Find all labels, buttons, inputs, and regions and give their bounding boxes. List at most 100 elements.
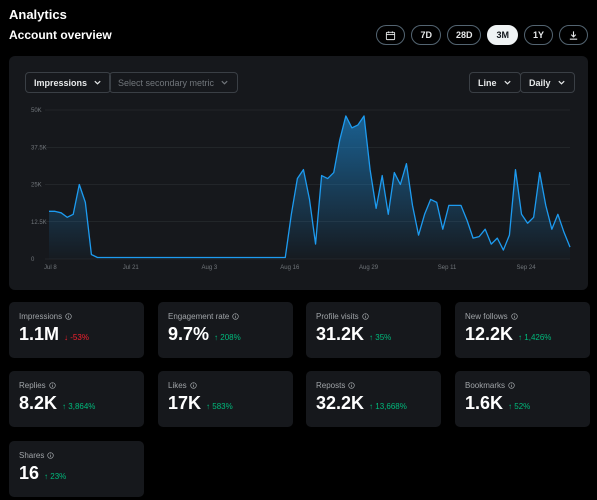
arrow-up-icon: ↑ (518, 333, 523, 342)
primary-metric-label: Impressions (34, 77, 88, 88)
range-3m-button[interactable]: 3M (487, 25, 518, 45)
metric-value: 16 (19, 463, 40, 483)
info-icon[interactable] (348, 382, 356, 389)
info-icon[interactable] (65, 313, 72, 320)
metric-card-likes[interactable]: Likes 17K ↑ 583% (158, 371, 293, 427)
interval-label: Daily (529, 77, 551, 88)
metric-label: Bookmarks (465, 381, 580, 390)
metric-change: ↑ 13,668% (369, 402, 407, 411)
arrow-up-icon: ↑ (369, 402, 374, 411)
metric-label: Profile visits (316, 312, 431, 321)
secondary-metric-select[interactable]: Select secondary metric (109, 72, 239, 93)
series-line[interactable] (49, 115, 571, 259)
metric-label-text: Replies (19, 381, 46, 390)
chevron-down-icon (221, 80, 228, 85)
metric-label: Reposts (316, 381, 431, 390)
range-1y-button[interactable]: 1Y (523, 25, 553, 45)
metric-change: ↓ -53% (64, 333, 89, 342)
y-tick-label: 12.5K (31, 220, 47, 226)
x-tick-label: Jul 21 (123, 265, 140, 271)
metric-value: 9.7% (168, 324, 210, 344)
x-tick-label: Sep 11 (438, 265, 457, 271)
secondary-metric-label: Select secondary metric (118, 77, 215, 88)
y-tick-label: 37.5K (31, 145, 47, 151)
metric-label: Shares (19, 451, 134, 460)
metric-card-bookmarks[interactable]: Bookmarks 1.6K ↑ 52% (455, 371, 590, 427)
metric-label-text: Shares (19, 451, 45, 460)
interval-select[interactable]: Daily (520, 72, 575, 93)
metric-change: ↑ 583% (206, 402, 233, 411)
metric-value: 12.2K (465, 324, 514, 344)
chart-type-label: Line (478, 77, 497, 88)
metric-card-impressions[interactable]: Impressions 1.1M ↓ -53% (9, 302, 144, 358)
info-icon[interactable] (508, 382, 515, 389)
metric-value: 8.2K (19, 393, 58, 413)
info-icon[interactable] (232, 313, 240, 320)
metric-card-shares[interactable]: Shares 16 ↑ 23% (9, 441, 144, 497)
metric-change-value: 13,668% (375, 402, 407, 411)
section-title: Account overview (9, 28, 112, 42)
info-icon[interactable] (190, 382, 197, 389)
metric-change-value: 3,864% (68, 402, 96, 411)
x-tick-label: Aug 29 (359, 265, 379, 271)
metric-change-value: 583% (212, 402, 233, 411)
metric-value: 1.1M (19, 324, 60, 344)
arrow-up-icon: ↑ (369, 333, 374, 342)
page-title: Analytics (9, 7, 67, 22)
primary-metric-select[interactable]: Impressions (25, 72, 112, 93)
metric-value: 31.2K (316, 324, 365, 344)
metric-label-text: New follows (465, 312, 508, 321)
series-area (49, 115, 570, 260)
metric-label-text: Profile visits (316, 312, 359, 321)
info-icon[interactable] (49, 382, 56, 389)
x-tick-label: Aug 3 (202, 265, 218, 271)
metric-change-value: 1,426% (524, 333, 552, 342)
calendar-icon (386, 30, 396, 40)
chart-card: Impressions Select secondary metric Line… (9, 56, 588, 290)
metric-change-value: 35% (375, 333, 392, 342)
metric-card-engagement-rate[interactable]: Engagement rate 9.7% ↑ 208% (158, 302, 293, 358)
info-icon[interactable] (362, 313, 369, 320)
metric-change-value: 23% (50, 472, 67, 481)
x-tick-label: Jul 8 (44, 265, 57, 271)
chevron-down-icon (503, 80, 511, 85)
arrow-up-icon: ↑ (206, 402, 211, 411)
metric-change-value: 52% (514, 402, 531, 411)
metric-card-profile-visits[interactable]: Profile visits 31.2K ↑ 35% (306, 302, 441, 358)
download-button[interactable] (559, 25, 588, 45)
chevron-down-icon (94, 80, 101, 85)
metric-change: ↑ 52% (508, 402, 530, 411)
x-tick-label: Sep 24 (517, 265, 537, 271)
metric-card-reposts[interactable]: Reposts 32.2K ↑ 13,668% (306, 371, 441, 427)
arrow-up-icon: ↑ (508, 402, 513, 411)
metric-card-replies[interactable]: Replies 8.2K ↑ 3,864% (9, 371, 144, 427)
metric-label-text: Engagement rate (168, 312, 230, 321)
metric-change-value: -53% (70, 333, 89, 342)
metric-label-text: Reposts (316, 381, 346, 390)
range-7d-button[interactable]: 7D (411, 25, 441, 45)
y-tick-label: 50K (31, 108, 42, 114)
range-28d-button[interactable]: 28D (446, 25, 482, 45)
metric-label-text: Bookmarks (465, 381, 506, 390)
metric-label: Replies (19, 381, 134, 390)
metric-label-text: Likes (168, 381, 187, 390)
info-icon[interactable] (47, 452, 55, 459)
metric-value: 17K (168, 393, 202, 413)
arrow-up-icon: ↑ (214, 333, 219, 342)
metric-change: ↑ 208% (214, 333, 241, 342)
info-icon[interactable] (511, 313, 518, 320)
impressions-chart[interactable]: 0 12.5K 25K 37.5K 50K Jul 8 Jul 21 Aug 3 Aug 16 A… (9, 56, 588, 290)
download-icon (569, 30, 578, 40)
calendar-button[interactable] (376, 25, 406, 45)
metric-value: 32.2K (316, 393, 365, 413)
metric-change: ↑ 3,864% (62, 402, 95, 411)
metric-change: ↑ 35% (369, 333, 391, 342)
metric-card-new-follows[interactable]: New follows 12.2K ↑ 1,426% (455, 302, 590, 358)
date-range-bar: 7D 28D 3M 1Y (376, 25, 588, 45)
metric-change: ↑ 23% (44, 472, 66, 481)
arrow-up-icon: ↑ (62, 402, 67, 411)
metric-label-text: Impressions (19, 312, 63, 321)
metric-label: Impressions (19, 312, 134, 321)
metric-change-value: 208% (220, 333, 241, 342)
x-tick-label: Aug 16 (280, 265, 300, 271)
